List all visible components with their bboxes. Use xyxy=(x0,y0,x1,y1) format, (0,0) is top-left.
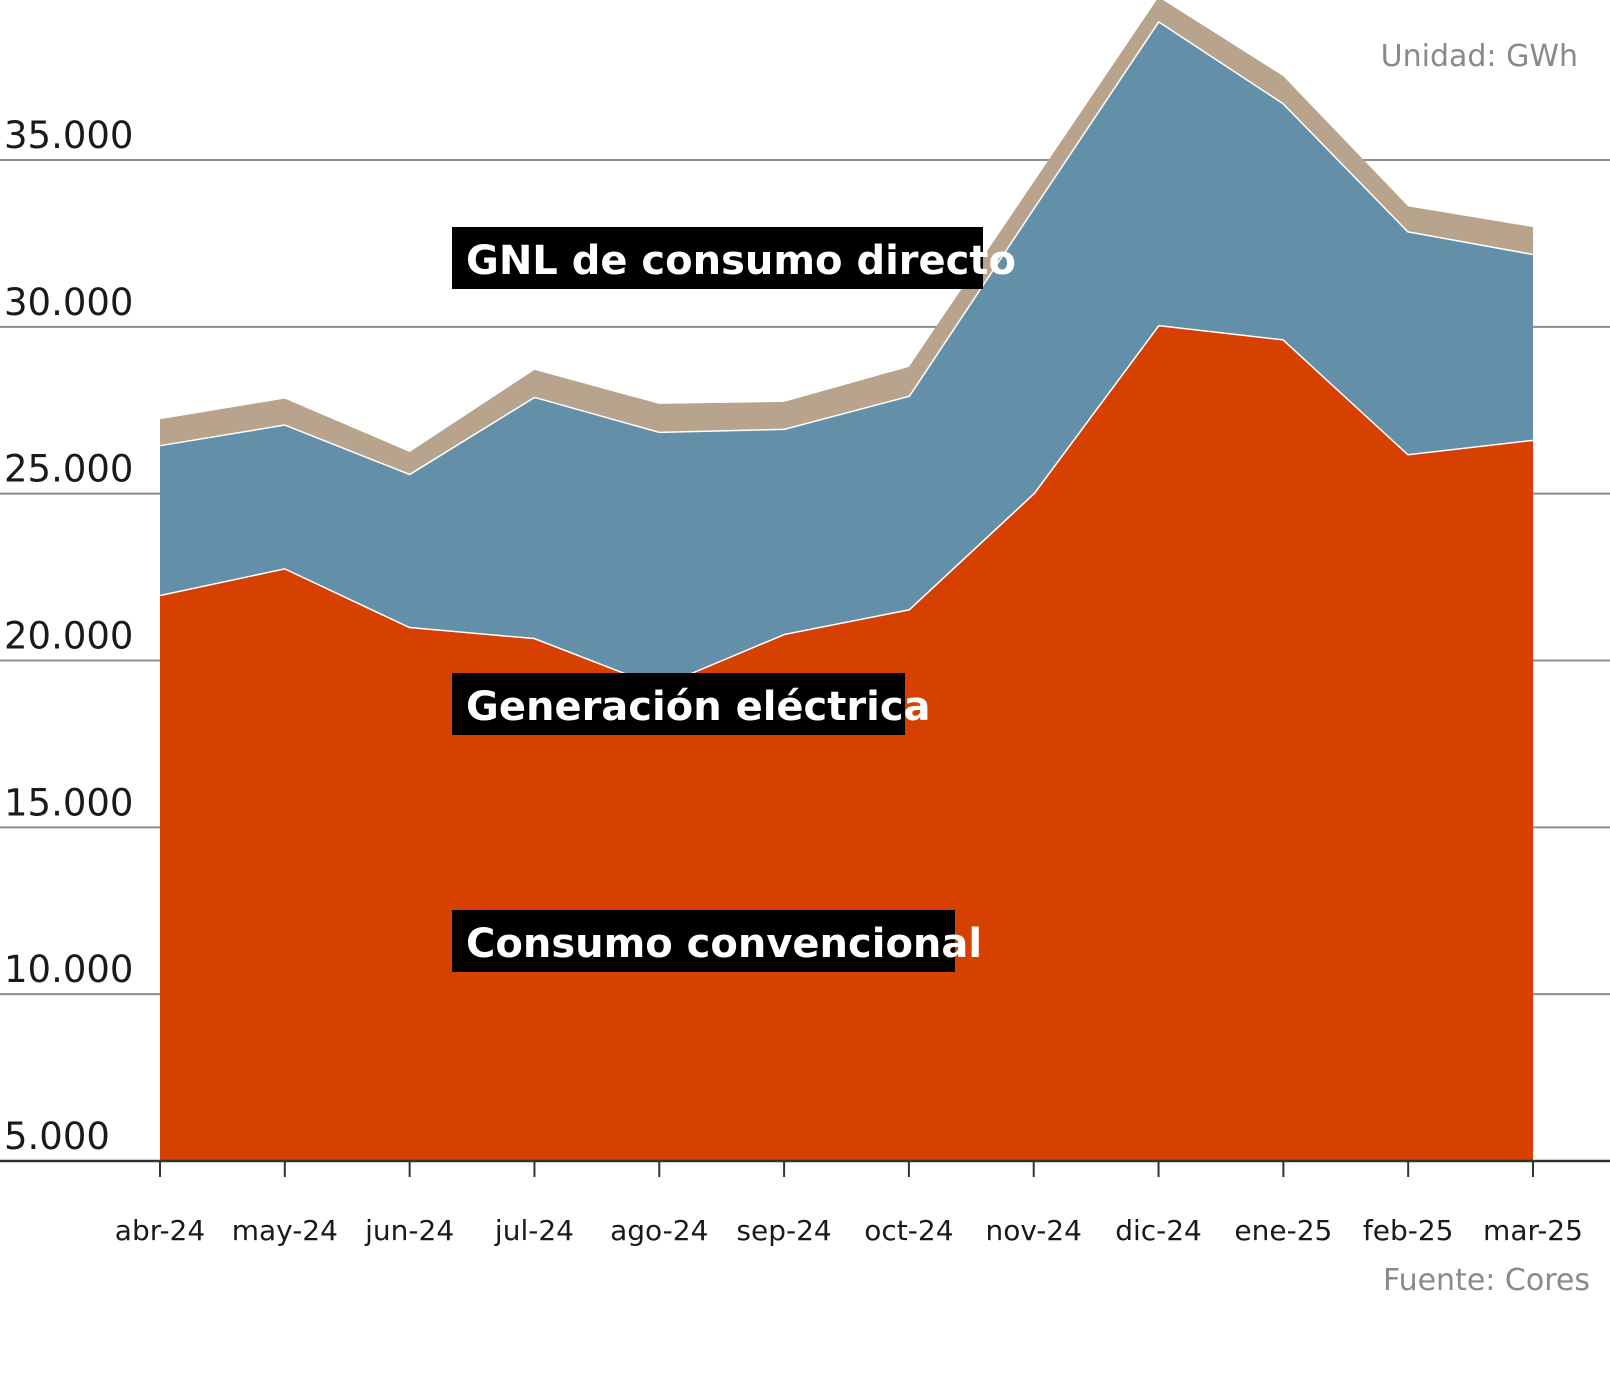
series-label-consumo: Consumo convencional xyxy=(452,910,982,972)
series-label-generacion: Generación eléctrica xyxy=(452,673,931,735)
areas xyxy=(159,0,1534,1162)
area-generaci-n-el-ctrica xyxy=(160,20,1533,687)
y-tick-label: 35.000 xyxy=(4,114,133,157)
x-axis: abr-24 may-24 jun-24 jul-24 ago-24 sep-24 oct-… xyxy=(0,1159,1610,1247)
x-tick-label: jul-24 xyxy=(494,1214,574,1247)
series-label-consumo-text: Consumo convencional xyxy=(466,921,982,967)
x-tick-label: may-24 xyxy=(232,1214,338,1247)
x-tick-label: abr-24 xyxy=(115,1214,205,1247)
area-gnl-de-consumo-directo xyxy=(160,0,1533,474)
x-tick-label: ene-25 xyxy=(1234,1214,1332,1247)
source-label: Fuente: Cores xyxy=(1383,1263,1590,1298)
x-tick-label: dic-24 xyxy=(1115,1214,1202,1247)
series-label-gnl-text: GNL de consumo directo xyxy=(466,238,1016,284)
x-tick-label: nov-24 xyxy=(986,1214,1082,1247)
y-tick-label: 10.000 xyxy=(4,948,133,991)
x-tick-label: sep-24 xyxy=(736,1214,831,1247)
x-tick-label: mar-25 xyxy=(1483,1214,1583,1247)
y-tick-label: 30.000 xyxy=(4,281,133,324)
unit-label: Unidad: GWh xyxy=(1381,39,1578,74)
series-label-generacion-text: Generación eléctrica xyxy=(466,684,931,730)
y-tick-label: 20.000 xyxy=(4,615,133,658)
y-tick-label: 25.000 xyxy=(4,448,133,491)
x-tick-label: ago-24 xyxy=(610,1214,708,1247)
y-axis: 5.000 10.000 15.000 20.000 25.000 30.000 35.00… xyxy=(4,114,133,1158)
x-tick-label: feb-25 xyxy=(1363,1214,1454,1247)
series-boundary-line xyxy=(159,18,1534,476)
y-tick-label: 15.000 xyxy=(4,781,133,824)
x-tick-label: oct-24 xyxy=(864,1214,953,1247)
x-tick-label: jun-24 xyxy=(364,1214,454,1247)
series-label-gnl: GNL de consumo directo xyxy=(452,227,1016,289)
y-tick-label: 5.000 xyxy=(4,1115,110,1158)
